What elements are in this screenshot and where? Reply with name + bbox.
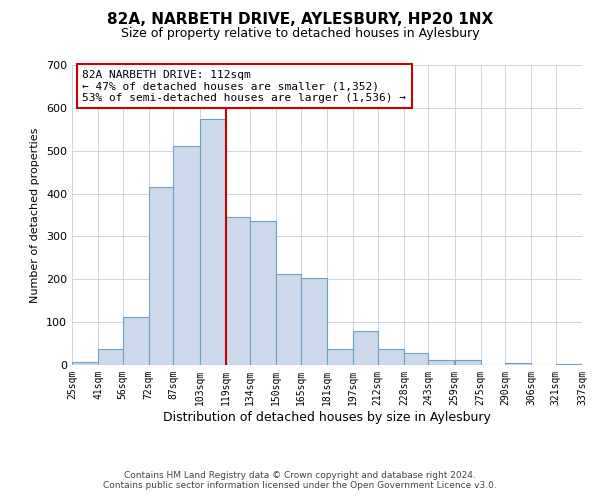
- Text: Contains HM Land Registry data © Crown copyright and database right 2024.
Contai: Contains HM Land Registry data © Crown c…: [103, 470, 497, 490]
- Bar: [122, 316, 149, 365]
- Bar: [377, 349, 404, 365]
- Bar: [428, 360, 455, 365]
- Bar: [556, 364, 582, 365]
- Bar: [173, 146, 199, 365]
- Bar: [199, 118, 226, 365]
- Bar: [404, 354, 428, 365]
- Bar: [353, 330, 377, 365]
- Bar: [301, 278, 327, 365]
- Bar: [277, 274, 301, 365]
- Y-axis label: Number of detached properties: Number of detached properties: [31, 128, 40, 302]
- Bar: [72, 362, 98, 365]
- Text: Size of property relative to detached houses in Aylesbury: Size of property relative to detached ho…: [121, 28, 479, 40]
- X-axis label: Distribution of detached houses by size in Aylesbury: Distribution of detached houses by size …: [163, 410, 491, 424]
- Bar: [505, 363, 532, 365]
- Bar: [250, 222, 277, 365]
- Bar: [149, 187, 173, 365]
- Bar: [455, 360, 481, 365]
- Bar: [226, 217, 250, 365]
- Text: 82A NARBETH DRIVE: 112sqm
← 47% of detached houses are smaller (1,352)
53% of se: 82A NARBETH DRIVE: 112sqm ← 47% of detac…: [82, 70, 406, 102]
- Bar: [327, 348, 353, 365]
- Bar: [98, 348, 122, 365]
- Text: 82A, NARBETH DRIVE, AYLESBURY, HP20 1NX: 82A, NARBETH DRIVE, AYLESBURY, HP20 1NX: [107, 12, 493, 28]
